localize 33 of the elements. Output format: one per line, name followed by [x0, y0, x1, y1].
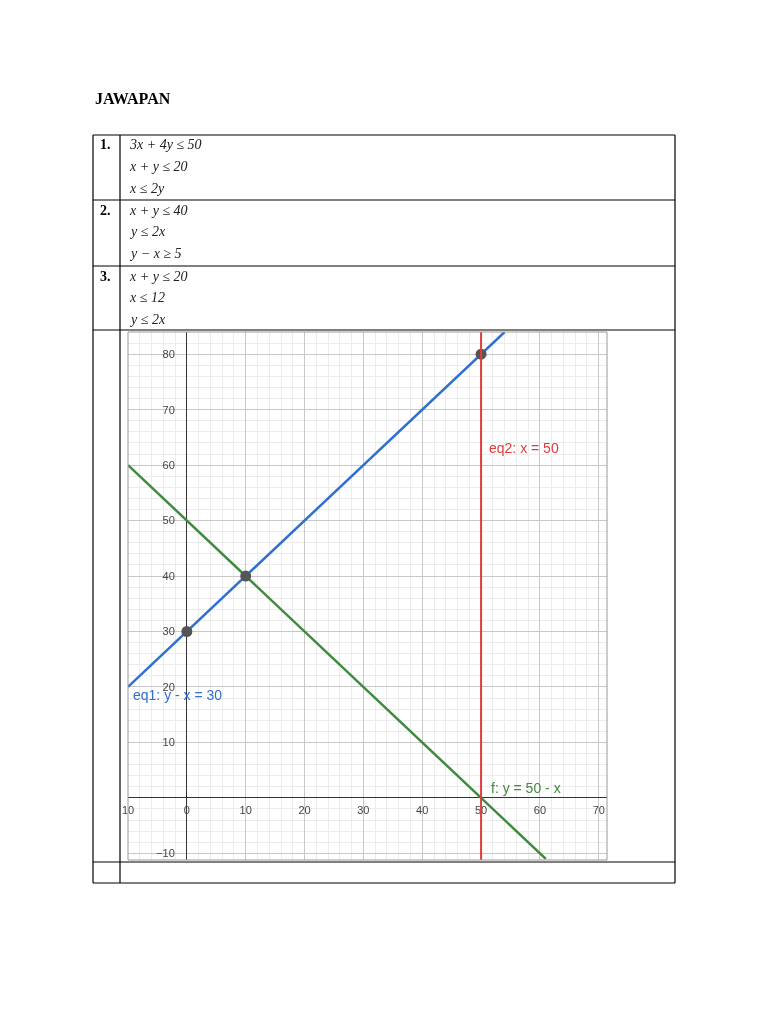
x-tick-label: 40: [416, 803, 429, 816]
y-tick-label: 60: [162, 458, 175, 471]
text: x + y ≤ 20: [129, 159, 188, 174]
text: 3.: [100, 269, 111, 284]
ref-line-label: eq2: x = 50: [489, 440, 559, 456]
x-tick-label: 10: [121, 803, 135, 816]
text: x + y ≤ 20: [129, 269, 188, 284]
y-tick-label: 30: [162, 625, 175, 638]
x-tick-label: 20: [298, 803, 311, 816]
text: 2.: [100, 203, 111, 218]
x-tick-label: 10: [239, 803, 252, 816]
text: y ≤ 2x: [129, 312, 166, 327]
text: y − x ≥ 5: [129, 246, 182, 261]
y-tick-label: 80: [162, 348, 175, 361]
x-tick-label: 30: [357, 803, 370, 816]
text: x ≤ 12: [129, 290, 165, 305]
y-tick-label: 20: [162, 680, 175, 693]
text: 3x + 4y ≤ 50: [129, 137, 202, 152]
point: [240, 570, 252, 582]
y-tick-label: 10: [162, 736, 175, 749]
text: x + y ≤ 40: [129, 203, 188, 218]
text: y ≤ 2x: [129, 224, 166, 239]
series-label: f: y = 50 - x: [491, 780, 561, 796]
text: x ≤ 2y: [129, 181, 165, 196]
x-tick-label: 60: [533, 803, 547, 816]
y-tick-label: 40: [162, 569, 175, 582]
text: 1.: [100, 137, 111, 152]
point: [181, 626, 193, 637]
y-tick-label: 70: [162, 403, 175, 416]
x-tick-label: 70: [592, 803, 605, 816]
y-tick-label: 50: [162, 514, 175, 527]
y-tick-label: −10: [156, 847, 175, 860]
chart-title: JAWAPAN: [95, 90, 171, 107]
